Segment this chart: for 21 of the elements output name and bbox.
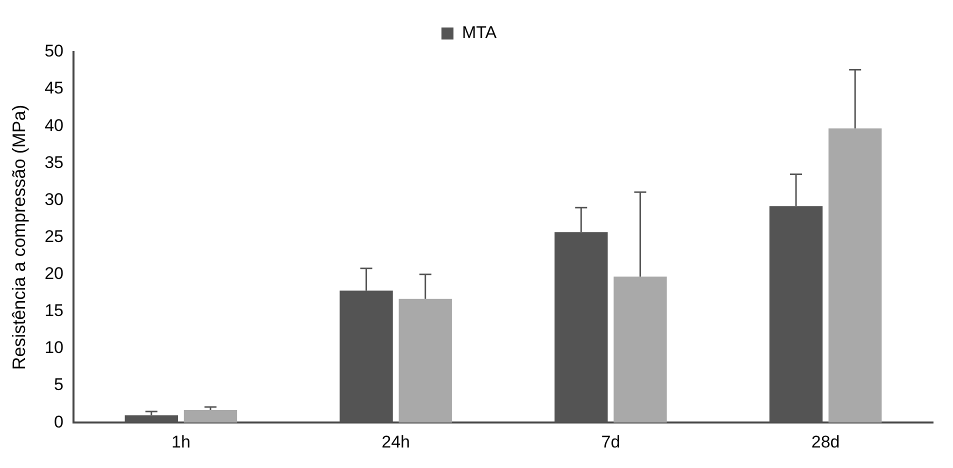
bar: [398, 298, 452, 423]
y-tick-label: 30: [44, 190, 64, 209]
y-tick-label: 50: [44, 42, 64, 61]
x-tick-label: 1h: [171, 432, 190, 452]
x-tick-label: 28d: [811, 432, 840, 452]
y-tick-label: 45: [44, 78, 64, 98]
x-tick-label: 7d: [601, 432, 620, 452]
y-tick-label: 0: [54, 412, 64, 432]
legend-label: MTA: [462, 23, 498, 42]
y-tick-label: 25: [44, 226, 64, 246]
bar: [184, 410, 238, 423]
y-tick-label: 35: [44, 152, 64, 172]
y-tick-label: 20: [44, 264, 64, 284]
bar: [828, 128, 882, 423]
y-tick-label: 15: [44, 301, 64, 320]
y-tick-label: 40: [44, 116, 64, 135]
y-tick-label: 10: [44, 338, 64, 358]
y-axis-title: Resistência a compressão (MPa): [8, 104, 29, 370]
x-tick-label: 24h: [382, 432, 410, 452]
y-tick-label: 5: [54, 375, 64, 394]
bar: [614, 276, 667, 423]
